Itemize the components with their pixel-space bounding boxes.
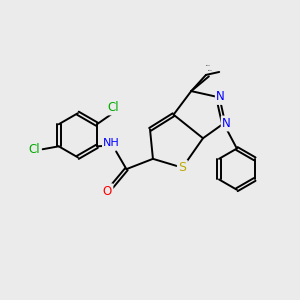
Text: S: S (178, 161, 186, 174)
Text: Cl: Cl (28, 143, 40, 156)
Text: NH: NH (103, 138, 120, 148)
Text: O: O (103, 185, 112, 198)
Text: Cl: Cl (107, 101, 119, 114)
Text: N: N (216, 91, 225, 103)
Text: N: N (222, 117, 231, 130)
Text: methyl: methyl (206, 65, 211, 66)
Text: methyl: methyl (207, 70, 212, 71)
